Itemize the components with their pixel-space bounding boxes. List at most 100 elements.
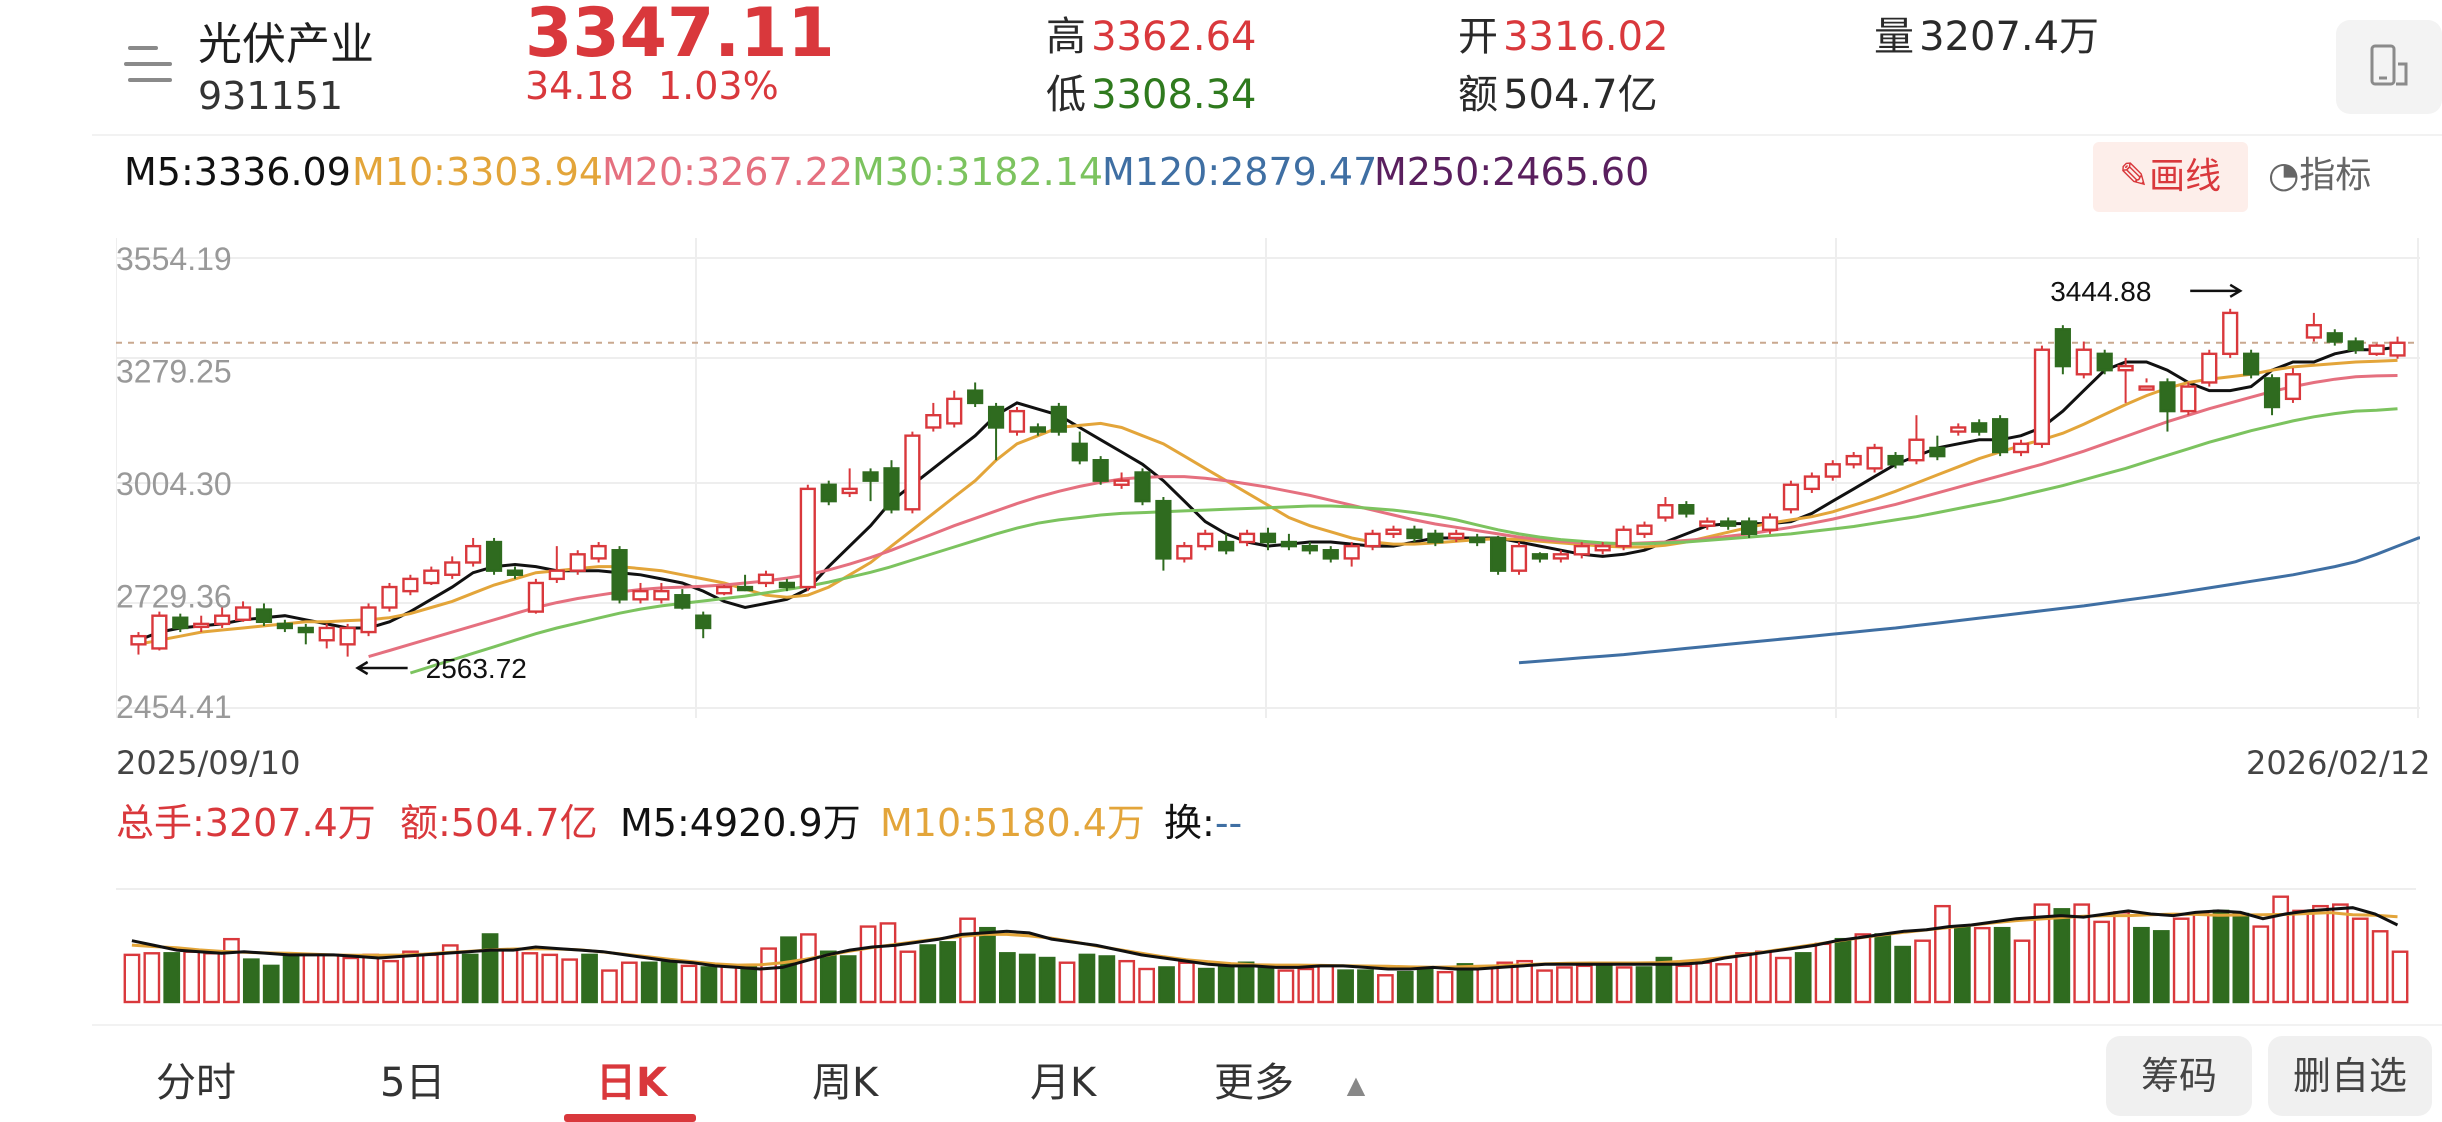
candle-body [444, 561, 461, 576]
volume-bar [143, 952, 161, 1004]
candle-body [1280, 540, 1298, 548]
candle-body [360, 606, 377, 634]
volume-bar [441, 944, 459, 1004]
volume-bar [481, 933, 499, 1004]
draw-line-label: 画线 [2149, 156, 2222, 197]
ma120-value: M120:2879.47 [1102, 150, 1378, 194]
candle-body [2117, 364, 2134, 372]
draw-line-button[interactable]: ✎画线 [2093, 142, 2248, 212]
volume-bar [541, 953, 559, 1004]
tab-intraday[interactable]: 分时 [156, 1060, 236, 1106]
ma-line-m30 [409, 407, 2398, 675]
candle-body [569, 553, 586, 572]
volume-bar [402, 950, 419, 1004]
volume-bar [2292, 909, 2309, 1004]
volume-chart[interactable] [116, 888, 2416, 1006]
tab-5day[interactable]: 5日 [380, 1060, 446, 1106]
volume-bar [1595, 964, 1613, 1004]
candle-body [799, 487, 816, 589]
volume-bar [1914, 939, 1931, 1004]
volume-bar [1675, 964, 1693, 1004]
candle-body [1824, 463, 1841, 478]
volume-bar [1993, 926, 2011, 1004]
candle-body [1029, 426, 1047, 433]
candle-body [1176, 544, 1193, 560]
candle-body [234, 606, 252, 621]
candle-body [1113, 479, 1130, 486]
volume-bar [1755, 950, 1772, 1004]
volume-amount-label: 额:504.7亿 [400, 801, 598, 845]
candle-body [1406, 528, 1423, 540]
volume-bar [2033, 903, 2051, 1004]
candle-body [2222, 311, 2239, 356]
candle-body [214, 614, 231, 626]
volume-bar [2312, 904, 2329, 1004]
max-price-label: 3444.88 [2050, 276, 2151, 307]
volume-bar [123, 953, 141, 1004]
y-tick-label: 3004.30 [116, 466, 232, 502]
volume-bar [1735, 952, 1752, 1004]
turnover-label: 换:-- [1164, 792, 1242, 847]
candle-body [506, 569, 524, 576]
amount-stat: 额 504.7亿 [1458, 62, 1658, 120]
candle-body [1155, 499, 1172, 560]
candle-body [1092, 459, 1109, 482]
indicator-button[interactable]: ◔指标 [2268, 146, 2371, 198]
candle-body [862, 471, 879, 482]
turnover-value: -- [1214, 801, 1243, 845]
volume-bar [1973, 926, 1991, 1004]
candlestick-chart[interactable]: 3554.19 3279.25 3004.30 2729.36 2454.41 3444.… [116, 238, 2420, 732]
min-arrow-icon [355, 660, 408, 676]
candle-body [1322, 549, 1339, 560]
volume-bar [1138, 967, 1155, 1004]
candle-body [2201, 352, 2218, 384]
candle-body [2012, 442, 2030, 454]
volume-bar [203, 952, 220, 1004]
candle-body [172, 616, 189, 630]
candle-body [987, 405, 1005, 429]
tab-weekly-k[interactable]: 周K [812, 1060, 879, 1106]
ma20-value: M20:3267.22 [602, 150, 854, 194]
volume-bar [1217, 966, 1235, 1004]
volume-bar [422, 953, 439, 1004]
menu-icon[interactable] [124, 44, 176, 88]
x-start-date: 2025/09/10 [116, 744, 301, 782]
candle-body [1385, 528, 1402, 536]
volume-bar [819, 950, 837, 1004]
remove-watchlist-button[interactable]: 删自选 [2268, 1036, 2432, 1116]
tab-more[interactable]: 更多 ▲ [1214, 1050, 1365, 1108]
tab-daily-k[interactable]: 日K [596, 1060, 667, 1106]
volume-bar [1357, 969, 1374, 1004]
candle-body [1469, 536, 1486, 544]
y-tick-label: 3279.25 [116, 353, 232, 389]
landscape-toggle-button[interactable] [2336, 20, 2442, 114]
volume-bar [1874, 933, 1892, 1004]
volume-bar [1834, 937, 1852, 1004]
volume-m5-label: M5:4920.9万 [620, 801, 861, 845]
volume-bar [1496, 961, 1514, 1004]
volume-bar [919, 944, 937, 1004]
volume-bar [939, 941, 957, 1004]
volume-bar [601, 969, 618, 1004]
candle-body [1720, 520, 1737, 527]
candle-body [1699, 520, 1716, 527]
ma30-value: M30:3182.14 [852, 150, 1104, 194]
volume-bar [2192, 912, 2210, 1004]
tab-monthly-k[interactable]: 月K [1030, 1060, 1097, 1106]
more-label: 更多 [1214, 1060, 1294, 1106]
chips-button[interactable]: 筹码 [2106, 1036, 2252, 1116]
volume-bar [2232, 912, 2250, 1004]
candle-body [1740, 520, 1758, 536]
candle-body [548, 569, 565, 581]
candle-body [2096, 352, 2113, 372]
ma5-value: M5:3336.09 [124, 150, 351, 194]
volume-bar [1416, 967, 1434, 1004]
volume-bar [242, 958, 260, 1004]
candle-body [883, 467, 900, 511]
volume-bar [640, 961, 658, 1004]
volume-bar [163, 952, 181, 1004]
volume-bar [2073, 903, 2091, 1004]
volume-bar [1516, 959, 1534, 1004]
volume-bar [620, 961, 638, 1004]
volume-bar [2172, 917, 2190, 1004]
